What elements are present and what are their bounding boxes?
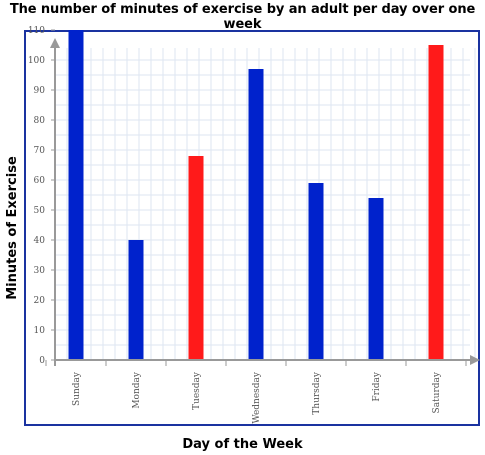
y-tick-label: 80 bbox=[34, 116, 46, 126]
x-tick-label: Sunday bbox=[72, 371, 82, 406]
y-tick-label: 50 bbox=[34, 206, 46, 216]
y-tick-label: 10 bbox=[34, 326, 46, 336]
y-tick-label: 110 bbox=[28, 26, 45, 36]
x-axis-label: Day of the Week bbox=[182, 437, 303, 452]
x-tick-label: Tuesday bbox=[192, 371, 202, 410]
bar-thursday bbox=[308, 183, 324, 360]
x-tick-label: Wednesday bbox=[252, 371, 262, 423]
bar-monday bbox=[128, 240, 144, 360]
bar-tuesday bbox=[188, 156, 204, 360]
y-axis-arrow bbox=[50, 38, 60, 48]
y-tick-label: 40 bbox=[34, 236, 46, 246]
bar-wednesday bbox=[248, 69, 264, 360]
bar-saturday bbox=[428, 45, 444, 360]
y-tick-label: 0 bbox=[39, 356, 45, 366]
x-axis-arrow bbox=[470, 355, 480, 365]
y-tick-label: 70 bbox=[34, 146, 46, 156]
y-tick-label: 20 bbox=[34, 296, 46, 306]
y-tick-label: 60 bbox=[34, 176, 46, 186]
x-tick-label: Saturday bbox=[432, 371, 442, 413]
y-tick-label: 90 bbox=[34, 86, 46, 96]
chart-title: The number of minutes of exercise by an … bbox=[9, 2, 476, 32]
chart-frame bbox=[24, 30, 480, 426]
y-tick-label: 100 bbox=[28, 56, 45, 66]
x-tick-label: Thursday bbox=[312, 371, 322, 415]
x-tick-label: Monday bbox=[132, 371, 142, 409]
x-tick-label: Friday bbox=[372, 371, 382, 402]
y-tick-label: 30 bbox=[34, 266, 46, 276]
bar-friday bbox=[368, 198, 384, 360]
bar-sunday bbox=[68, 30, 84, 360]
